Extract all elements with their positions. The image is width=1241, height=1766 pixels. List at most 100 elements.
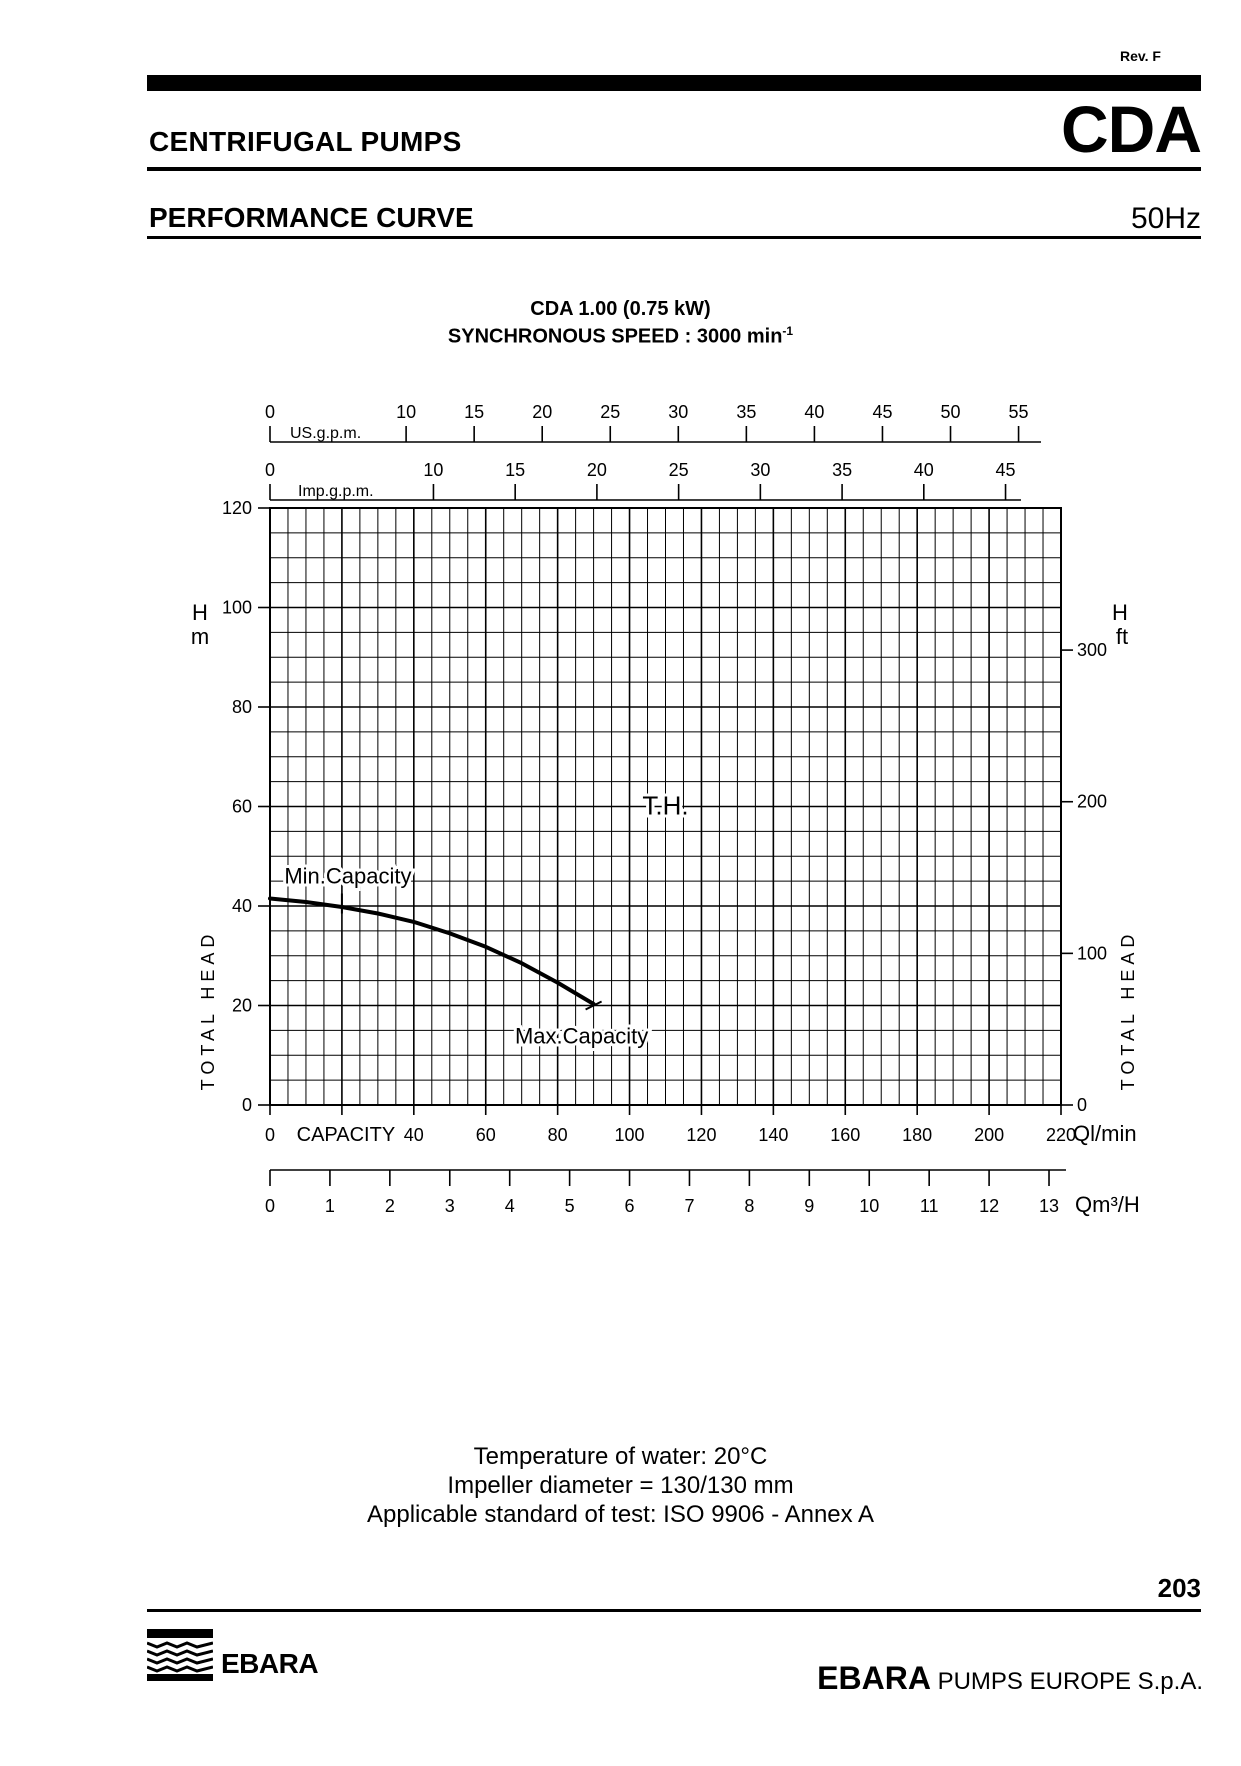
m3h-tick-label: 8	[744, 1196, 754, 1216]
impgpm-tick-label: 35	[832, 460, 852, 480]
page-number: 203	[1157, 1573, 1201, 1603]
model-series: CDA	[1061, 92, 1202, 166]
footer-rule	[147, 1609, 1201, 1612]
m3h-tick-label: 1	[325, 1196, 335, 1216]
max-capacity-label: Max.Capacity	[515, 1024, 648, 1049]
revision-label: Rev. F	[1120, 48, 1161, 64]
x-tick-label: 80	[548, 1125, 568, 1145]
y-right-unit-ft: ft	[1116, 624, 1128, 649]
y-left-unit-m: m	[191, 624, 209, 649]
x-tick-label: 60	[476, 1125, 496, 1145]
th-curve-point	[556, 981, 559, 984]
company-name-bold: EBARA	[817, 1660, 931, 1696]
m3h-tick-label: 0	[265, 1196, 275, 1216]
x-tick-label: 180	[902, 1125, 932, 1145]
m3h-tick-label: 13	[1039, 1196, 1059, 1216]
impgpm-tick-label: 30	[750, 460, 770, 480]
y-tick-label: 20	[232, 996, 252, 1016]
max-capacity-marker	[585, 1000, 603, 1011]
m3h-tick-label: 4	[505, 1196, 515, 1216]
speed-text: SYNCHRONOUS SPEED : 3000 min	[447, 325, 783, 348]
th-curve-point	[377, 912, 379, 915]
y-left-axis-title: TOTAL HEAD	[198, 930, 218, 1091]
y-tick-label: 120	[222, 498, 252, 518]
x-tick-label: 220	[1046, 1125, 1076, 1145]
usgpm-tick-label: 40	[804, 402, 824, 422]
th-curve-point	[269, 897, 271, 900]
th-curve-point	[520, 962, 523, 965]
usgpm-tick-label: 45	[872, 402, 892, 422]
usgpm-tick-label: 55	[1009, 402, 1029, 422]
x-axis-text: CAPACITY	[297, 1124, 396, 1146]
impgpm-unit-label: Imp.g.p.m.	[298, 483, 374, 500]
m3h-tick-label: 10	[859, 1196, 879, 1216]
m3h-tick-label: 3	[445, 1196, 455, 1216]
impgpm-tick-label: 0	[265, 460, 275, 480]
th-curve-point	[413, 921, 415, 923]
m3h-tick-label: 5	[565, 1196, 575, 1216]
x-tick-label: 160	[830, 1125, 860, 1145]
th-curve-point	[484, 945, 487, 948]
m3h-unit-label: Qm³/H	[1075, 1192, 1140, 1217]
x-tick-label: 120	[686, 1125, 716, 1145]
chart-title-line1: CDA 1.00 (0.75 kW)	[530, 298, 711, 320]
usgpm-tick-label: 35	[736, 402, 756, 422]
usgpm-tick-label: 15	[464, 402, 484, 422]
subheader-rule	[147, 236, 1201, 239]
logo-text: EBARA	[221, 1648, 319, 1679]
y-right-tick-label: 300	[1077, 640, 1107, 660]
section-title: CENTRIFUGAL PUMPS	[149, 126, 462, 157]
usgpm-tick-label: 20	[532, 402, 552, 422]
company-name-rest: PUMPS EUROPE S.p.A.	[930, 1668, 1203, 1695]
x-tick-label: 200	[974, 1125, 1004, 1145]
x-unit-label: Ql/min	[1073, 1121, 1137, 1146]
y-right-tick-label: 0	[1077, 1095, 1087, 1115]
impgpm-tick-label: 25	[669, 460, 689, 480]
speed-superscript: -1	[782, 324, 794, 338]
th-curve-line	[268, 896, 596, 1006]
usgpm-tick-label: 25	[600, 402, 620, 422]
usgpm-tick-label: 50	[940, 402, 960, 422]
y-tick-label: 40	[232, 896, 252, 916]
usgpm-tick-label: 0	[265, 402, 275, 422]
y-right-tick-label: 200	[1077, 792, 1107, 812]
min-capacity-label: Min.Capacity	[284, 864, 411, 889]
document-type: PERFORMANCE CURVE	[149, 202, 474, 233]
header-rule	[147, 167, 1201, 171]
note-temperature: Temperature of water: 20°C	[473, 1443, 768, 1470]
impgpm-tick-label: 20	[587, 460, 607, 480]
chart-series	[268, 893, 603, 1011]
chart-title-line2: SYNCHRONOUS SPEED : 3000 min-1	[0, 324, 1241, 349]
impgpm-tick-label: 15	[505, 460, 525, 480]
m3h-tick-label: 7	[684, 1196, 694, 1216]
y-tick-label: 60	[232, 797, 252, 817]
m3h-tick-label: 6	[625, 1196, 635, 1216]
chart-grid	[269, 507, 1062, 1106]
usgpm-unit-label: US.g.p.m.	[290, 425, 361, 442]
th-annotation: T.H.	[642, 791, 688, 821]
m3h-tick-label: 2	[385, 1196, 395, 1216]
m3h-tick-label: 12	[979, 1196, 999, 1216]
m3h-tick-label: 9	[804, 1196, 814, 1216]
chart-labels: Hm TOTAL HEAD Hft TOTAL HEAD T.H. Min.Capacit…	[191, 600, 1138, 1090]
y-tick-label: 100	[222, 598, 252, 618]
note-standard: Applicable standard of test: ISO 9906 - …	[367, 1501, 874, 1528]
impgpm-tick-label: 10	[423, 460, 443, 480]
y-tick-label: 0	[242, 1095, 252, 1115]
usgpm-tick-label: 30	[668, 402, 688, 422]
th-curve-point	[448, 932, 451, 935]
y-right-tick-label: 100	[1077, 943, 1107, 963]
header-thick-rule	[147, 75, 1201, 91]
y-left-unit-h: H	[192, 600, 208, 625]
ebara-logo-icon	[147, 1629, 213, 1681]
m3h-tick-label: 11	[920, 1196, 939, 1216]
y-right-axis-title: TOTAL HEAD	[1118, 930, 1138, 1091]
note-impeller: Impeller diameter = 130/130 mm	[447, 1472, 794, 1499]
usgpm-tick-label: 10	[396, 402, 416, 422]
impgpm-tick-label: 40	[914, 460, 934, 480]
y-tick-label: 80	[232, 697, 252, 717]
x-tick-label: 0	[265, 1125, 275, 1145]
th-curve-point	[305, 901, 307, 903]
impgpm-tick-label: 45	[996, 460, 1016, 480]
